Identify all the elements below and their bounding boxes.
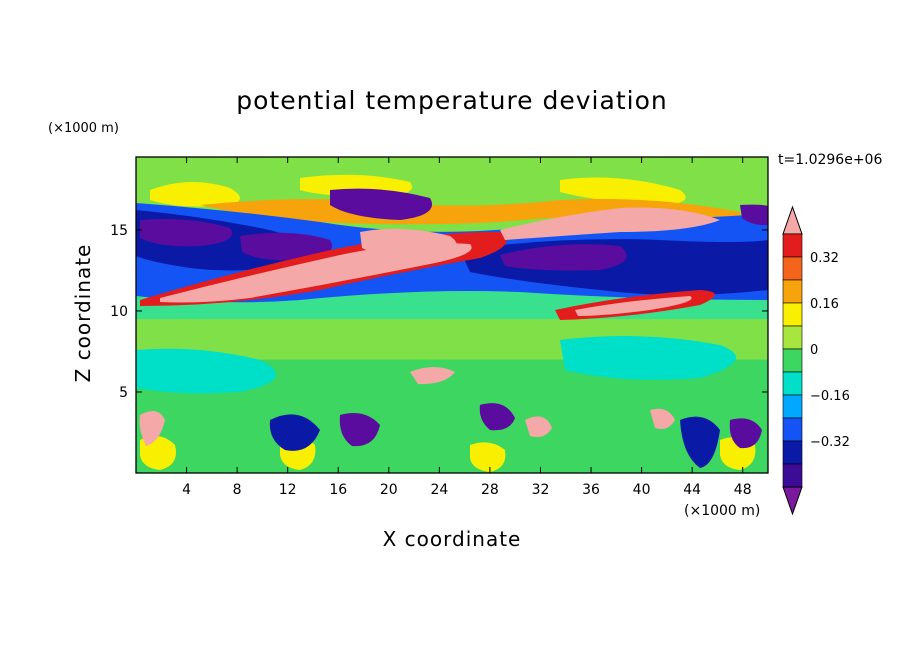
x-tick-label: 4 [182,482,191,498]
field-pink-low-b [410,367,455,385]
field-yellow-top-right [560,177,686,205]
plot-frame [135,156,769,474]
field-purple-upper [330,188,432,220]
field-purple-left [140,219,232,247]
field-pink-low-d [650,408,675,429]
field-dark-low-b [680,416,720,468]
colorbar-segment [782,233,803,258]
colorbar-bottom-triangle [782,486,803,516]
field-purple-low-c [729,418,762,449]
field-cyan-lower-b [560,336,736,380]
field-pink-low-c [525,416,552,437]
x-tick-label: 12 [279,482,297,498]
colorbar-top-triangle [782,205,803,235]
x-axis: 4 8 12 16 20 24 28 32 36 40 44 48 [182,157,752,498]
x-tick-label: 40 [633,482,651,498]
field-pink-ridge [160,243,472,303]
colorbar-tick-label: −0.16 [810,389,850,404]
colorbar-segment [782,279,803,304]
contour-field [136,157,768,473]
colorbar-tick-label: −0.32 [810,435,850,450]
colorbar-segment [782,417,803,442]
colorbar-segment [782,348,803,373]
colorbar-segment [782,256,803,281]
field-purple-low-a [339,412,380,447]
colorbar-segment [782,371,803,396]
field-pink-mid-right [575,296,692,316]
y-tick-label: 5 [119,385,128,401]
colorbar-segment [782,325,803,350]
time-label: t=1.0296e+06 [778,152,883,168]
x-axis-label: X coordinate [382,527,522,551]
x-tick-label: 16 [329,482,347,498]
colorbar-segment [782,463,803,488]
field-yellow-top-left [150,181,240,207]
x-tick-label: 8 [233,482,242,498]
colorbar-segment [782,440,803,465]
field-dark-low-a [269,414,320,451]
y-axis: 5 10 15 [110,223,768,401]
x-tick-label: 48 [734,482,752,498]
field-pink-low-a [139,411,165,446]
field-purple-mid [240,232,332,261]
colorbar-tick-label: 0.16 [810,297,839,312]
x-tick-label: 28 [481,482,499,498]
field-purple-low-b [479,403,515,431]
field-pink-right [500,207,720,240]
field-purple-right [500,244,627,271]
y-axis-unit: (×1000 m) [48,121,119,136]
field-purple-edge [740,204,768,226]
field-yellow-low-c [470,442,506,472]
y-tick-label: 15 [110,223,128,239]
colorbar-tick-label: 0 [810,343,818,358]
chart-title: potential temperature deviation [236,86,668,115]
colorbar-segment [782,302,803,327]
x-tick-label: 44 [683,482,701,498]
field-pink-upper [360,228,457,257]
x-tick-label: 24 [430,482,448,498]
x-tick-label: 32 [532,482,550,498]
colorbar: 0.32 0.16 0 −0.16 −0.32 [782,205,850,516]
x-axis-unit: (×1000 m) [684,503,761,519]
x-tick-label: 20 [380,482,398,498]
x-tick-label: 36 [582,482,600,498]
field-cyan-lower-a [136,348,276,394]
colorbar-tick-label: 0.32 [810,251,839,266]
y-tick-label: 10 [110,304,128,320]
colorbar-segment [782,394,803,419]
